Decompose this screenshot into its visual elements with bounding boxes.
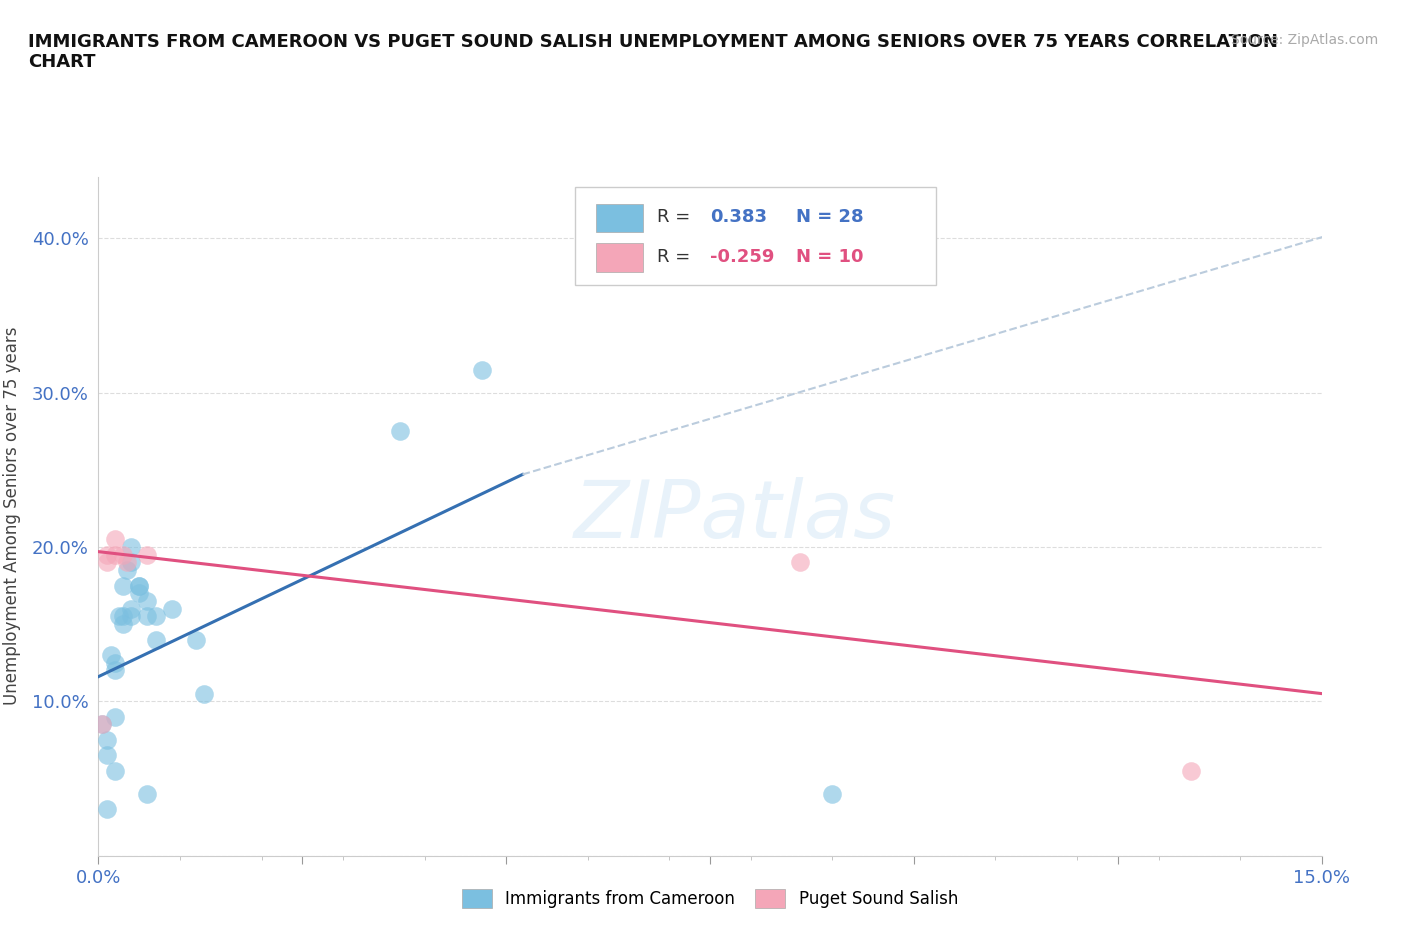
Point — [104, 710, 127, 724]
Legend: Immigrants from Cameroon, Puget Sound Salish: Immigrants from Cameroon, Puget Sound Sa… — [456, 883, 965, 915]
Point — [120, 539, 142, 554]
Point — [136, 593, 159, 608]
Point — [186, 632, 208, 647]
Point — [1180, 764, 1202, 778]
Point — [104, 663, 127, 678]
Point — [96, 555, 118, 570]
Text: R =: R = — [658, 248, 696, 267]
Point — [104, 532, 127, 547]
Point — [120, 602, 142, 617]
Text: N = 28: N = 28 — [796, 207, 863, 226]
Text: ZIPatlas: ZIPatlas — [574, 477, 896, 555]
Point — [136, 547, 159, 562]
Point — [120, 555, 142, 570]
Point — [115, 563, 138, 578]
Point — [115, 555, 138, 570]
Point — [91, 717, 114, 732]
Point — [471, 362, 494, 377]
Text: IMMIGRANTS FROM CAMEROON VS PUGET SOUND SALISH UNEMPLOYMENT AMONG SENIORS OVER 7: IMMIGRANTS FROM CAMEROON VS PUGET SOUND … — [28, 33, 1278, 72]
Point — [96, 733, 118, 748]
Point — [120, 609, 142, 624]
Bar — [596, 244, 643, 272]
Point — [789, 555, 811, 570]
Text: -0.259: -0.259 — [710, 248, 775, 267]
Point — [111, 609, 134, 624]
Point — [128, 586, 150, 601]
Point — [96, 748, 118, 763]
Point — [193, 686, 215, 701]
Point — [136, 609, 159, 624]
Point — [104, 547, 127, 562]
Point — [145, 609, 167, 624]
Point — [96, 547, 118, 562]
Text: 0.383: 0.383 — [710, 207, 768, 226]
Point — [821, 787, 844, 802]
FancyBboxPatch shape — [575, 187, 936, 286]
Text: Source: ZipAtlas.com: Source: ZipAtlas.com — [1230, 33, 1378, 46]
Point — [108, 609, 131, 624]
Point — [104, 764, 127, 778]
Point — [91, 717, 114, 732]
Bar — [596, 204, 643, 232]
Y-axis label: Unemployment Among Seniors over 75 years: Unemployment Among Seniors over 75 years — [3, 327, 21, 705]
Point — [128, 578, 150, 593]
Point — [136, 787, 159, 802]
Point — [111, 617, 134, 631]
Point — [104, 656, 127, 671]
Point — [96, 802, 118, 817]
Point — [145, 632, 167, 647]
Text: R =: R = — [658, 207, 696, 226]
Point — [111, 578, 134, 593]
Point — [160, 602, 183, 617]
Text: N = 10: N = 10 — [796, 248, 863, 267]
Point — [128, 578, 150, 593]
Point — [389, 424, 412, 439]
Point — [111, 547, 134, 562]
Point — [100, 647, 122, 662]
